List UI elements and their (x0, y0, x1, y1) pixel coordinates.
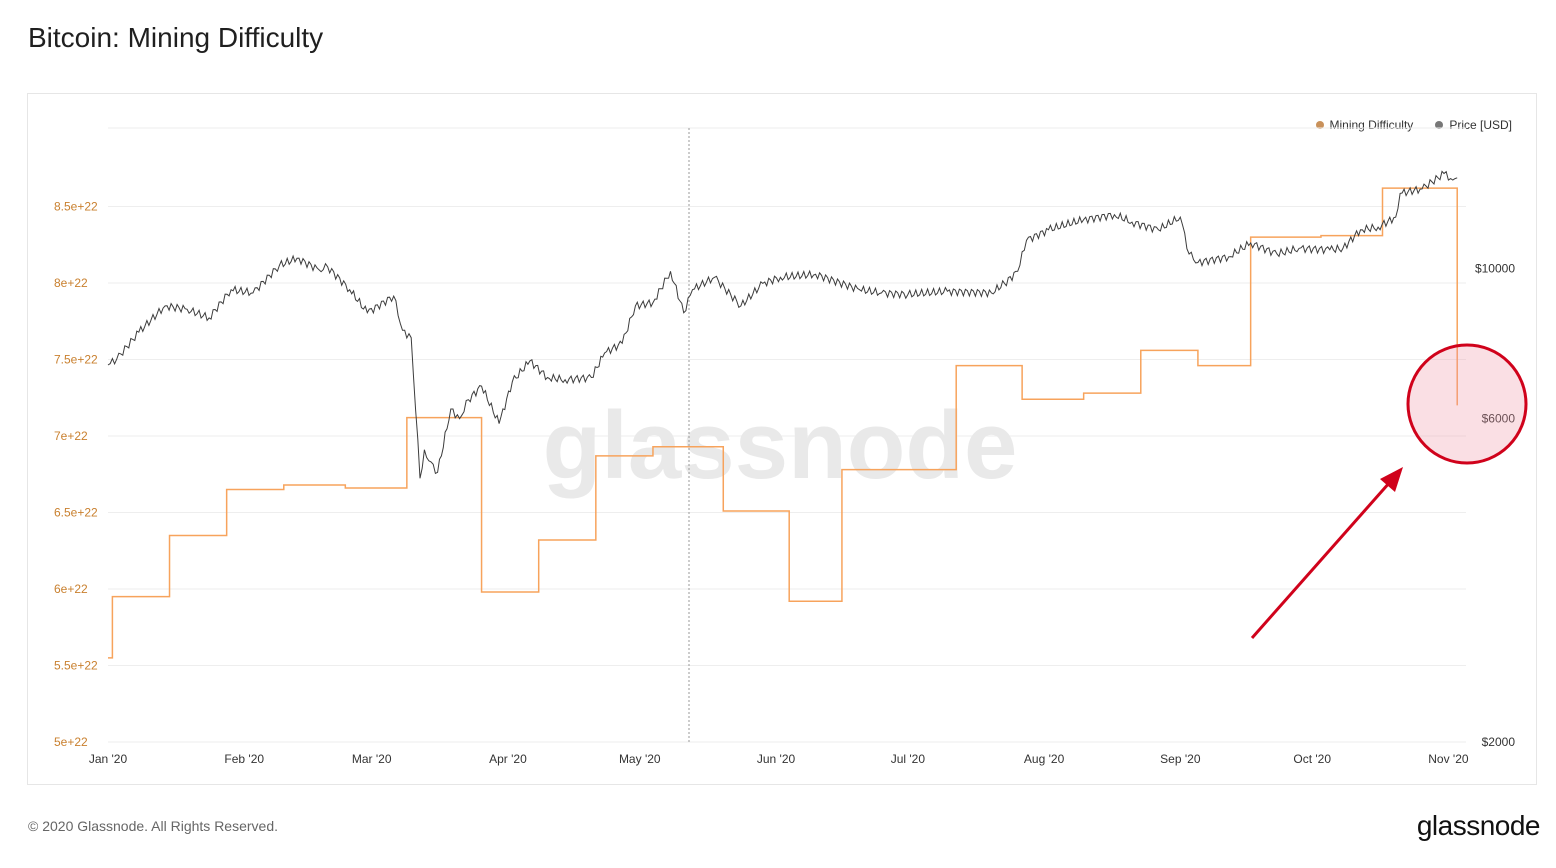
grid-lines (108, 127, 1466, 743)
right-tick-label: $6000 (1482, 412, 1516, 426)
left-tick-label: 6.5e+22 (54, 506, 98, 520)
price-series-line (107, 170, 1458, 479)
left-tick-label: 5e+22 (54, 735, 88, 749)
left-tick-label: 7.5e+22 (54, 353, 98, 367)
left-tick-label: 7e+22 (54, 429, 88, 443)
x-tick-label: Jan '20 (89, 752, 128, 766)
watermark-text: glassnode (543, 392, 1018, 499)
annotation-circle (1406, 343, 1528, 465)
footer-copyright: © 2020 Glassnode. All Rights Reserved. (28, 818, 279, 834)
left-tick-label: 6e+22 (54, 582, 88, 596)
series-layer (107, 170, 1458, 659)
x-tick-label: Apr '20 (489, 752, 527, 766)
x-tick-label: Jun '20 (757, 752, 796, 766)
x-tick-label: Feb '20 (224, 752, 264, 766)
x-tick-label: Mar '20 (352, 752, 392, 766)
right-tick-label: $2000 (1482, 735, 1516, 749)
left-tick-label: 5.5e+22 (54, 659, 98, 673)
page-title: Bitcoin: Mining Difficulty (28, 22, 324, 53)
legend-dot-price (1435, 121, 1444, 129)
chart-frame (27, 93, 1537, 785)
x-tick-label: Jul '20 (891, 752, 926, 766)
footer-logo[interactable]: glassnode (1416, 810, 1541, 841)
x-tick-label: Sep '20 (1160, 752, 1201, 766)
right-tick-label: $10000 (1475, 261, 1515, 275)
x-tick-label: May '20 (619, 752, 661, 766)
legend-dot-difficulty (1315, 121, 1324, 129)
left-axis: 5e+22 5.5e+22 6e+22 6.5e+22 7e+22 7.5e+22 8e+2… (54, 200, 98, 750)
annotation-arrow-head (1380, 467, 1403, 492)
right-axis: $2000 $6000 $10000 (1475, 261, 1515, 749)
difficulty-series-line (108, 187, 1458, 659)
x-tick-label: Aug '20 (1024, 752, 1065, 766)
annotation-arrow-shaft (1250, 481, 1392, 639)
x-axis: Jan '20 Feb '20 Mar '20 Apr '20 May '20 Jun '… (89, 752, 1469, 766)
left-tick-label: 8.5e+22 (54, 200, 98, 214)
x-tick-label: Nov '20 (1428, 752, 1469, 766)
left-tick-label: 8e+22 (54, 276, 88, 290)
x-tick-label: Oct '20 (1293, 752, 1331, 766)
